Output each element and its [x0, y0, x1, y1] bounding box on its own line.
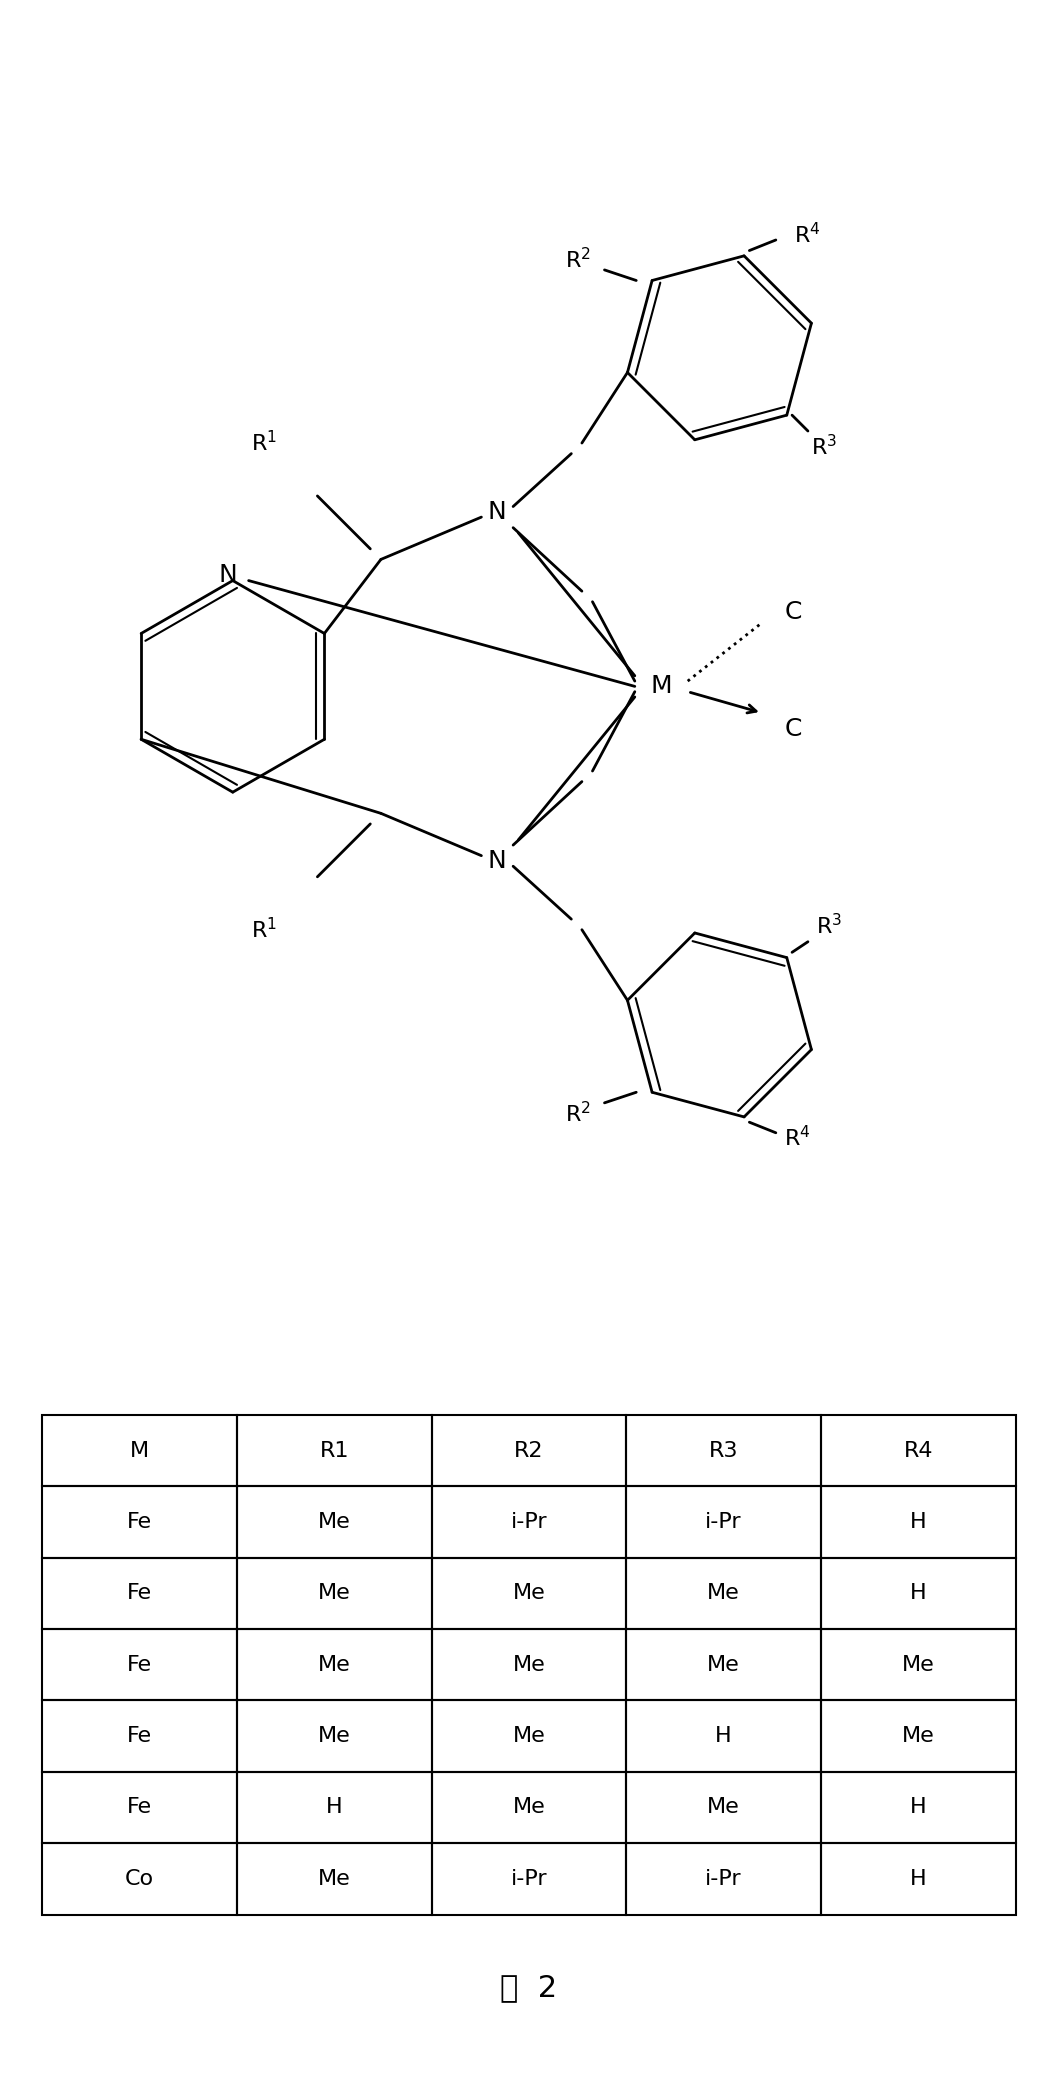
Text: Me: Me: [708, 1654, 740, 1675]
Text: Me: Me: [513, 1654, 545, 1675]
Bar: [821, 1771, 1016, 1844]
Bar: [432, 1486, 626, 1559]
Text: R$^1$: R$^1$: [252, 918, 277, 943]
Text: i-Pr: i-Pr: [511, 1869, 547, 1890]
Text: R$^3$: R$^3$: [816, 914, 842, 939]
Bar: [237, 1486, 432, 1559]
Bar: [237, 1415, 432, 1486]
Text: C: C: [785, 716, 802, 741]
Text: Me: Me: [902, 1654, 934, 1675]
Bar: [432, 1771, 626, 1844]
Text: Fe: Fe: [127, 1654, 152, 1675]
Text: Fe: Fe: [127, 1513, 152, 1532]
Text: R$^3$: R$^3$: [810, 435, 837, 460]
Bar: [821, 1844, 1016, 1915]
Text: Me: Me: [318, 1725, 350, 1746]
Bar: [626, 1415, 821, 1486]
Text: i-Pr: i-Pr: [706, 1869, 742, 1890]
Text: 图  2: 图 2: [500, 1973, 558, 2002]
Bar: [626, 1844, 821, 1915]
Bar: [626, 1771, 821, 1844]
Text: Me: Me: [513, 1584, 545, 1604]
Bar: [42, 1559, 237, 1629]
Bar: [821, 1486, 1016, 1559]
Text: R$^4$: R$^4$: [795, 223, 821, 248]
Text: Co: Co: [125, 1869, 154, 1890]
Text: M: M: [130, 1440, 149, 1461]
Bar: [237, 1629, 432, 1700]
Text: Me: Me: [513, 1798, 545, 1817]
Text: M: M: [651, 674, 672, 699]
Text: N: N: [488, 499, 507, 524]
Text: Me: Me: [318, 1654, 350, 1675]
Bar: [237, 1844, 432, 1915]
Bar: [42, 1486, 237, 1559]
Bar: [432, 1415, 626, 1486]
Text: H: H: [715, 1725, 732, 1746]
Text: i-Pr: i-Pr: [511, 1513, 547, 1532]
Text: Me: Me: [318, 1513, 350, 1532]
Text: Me: Me: [318, 1584, 350, 1604]
Bar: [821, 1415, 1016, 1486]
Bar: [626, 1486, 821, 1559]
Text: N: N: [218, 564, 237, 587]
Text: H: H: [326, 1798, 343, 1817]
Bar: [42, 1700, 237, 1771]
Bar: [821, 1559, 1016, 1629]
Text: Me: Me: [902, 1725, 934, 1746]
Text: R3: R3: [709, 1440, 738, 1461]
Text: Me: Me: [708, 1584, 740, 1604]
Text: Fe: Fe: [127, 1798, 152, 1817]
Text: Me: Me: [513, 1725, 545, 1746]
Bar: [626, 1700, 821, 1771]
Text: H: H: [910, 1798, 927, 1817]
Bar: [432, 1629, 626, 1700]
Text: Fe: Fe: [127, 1584, 152, 1604]
Bar: [237, 1559, 432, 1629]
Bar: [237, 1771, 432, 1844]
Bar: [42, 1844, 237, 1915]
Text: C: C: [785, 599, 802, 624]
Text: Me: Me: [318, 1869, 350, 1890]
Text: R$^1$: R$^1$: [252, 431, 277, 456]
Text: H: H: [910, 1869, 927, 1890]
Text: i-Pr: i-Pr: [706, 1513, 742, 1532]
Text: R2: R2: [514, 1440, 544, 1461]
Bar: [432, 1844, 626, 1915]
Bar: [432, 1559, 626, 1629]
Bar: [821, 1629, 1016, 1700]
Text: R1: R1: [320, 1440, 349, 1461]
Bar: [42, 1771, 237, 1844]
Text: R4: R4: [904, 1440, 933, 1461]
Bar: [42, 1415, 237, 1486]
Text: R$^4$: R$^4$: [784, 1126, 810, 1151]
Bar: [432, 1700, 626, 1771]
Text: Fe: Fe: [127, 1725, 152, 1746]
Bar: [821, 1700, 1016, 1771]
Text: H: H: [910, 1513, 927, 1532]
Text: R$^2$: R$^2$: [565, 1101, 591, 1126]
Bar: [626, 1559, 821, 1629]
Bar: [626, 1629, 821, 1700]
Text: Me: Me: [708, 1798, 740, 1817]
Bar: [237, 1700, 432, 1771]
Text: R$^2$: R$^2$: [565, 248, 591, 273]
Bar: [42, 1629, 237, 1700]
Text: N: N: [488, 849, 507, 872]
Text: H: H: [910, 1584, 927, 1604]
